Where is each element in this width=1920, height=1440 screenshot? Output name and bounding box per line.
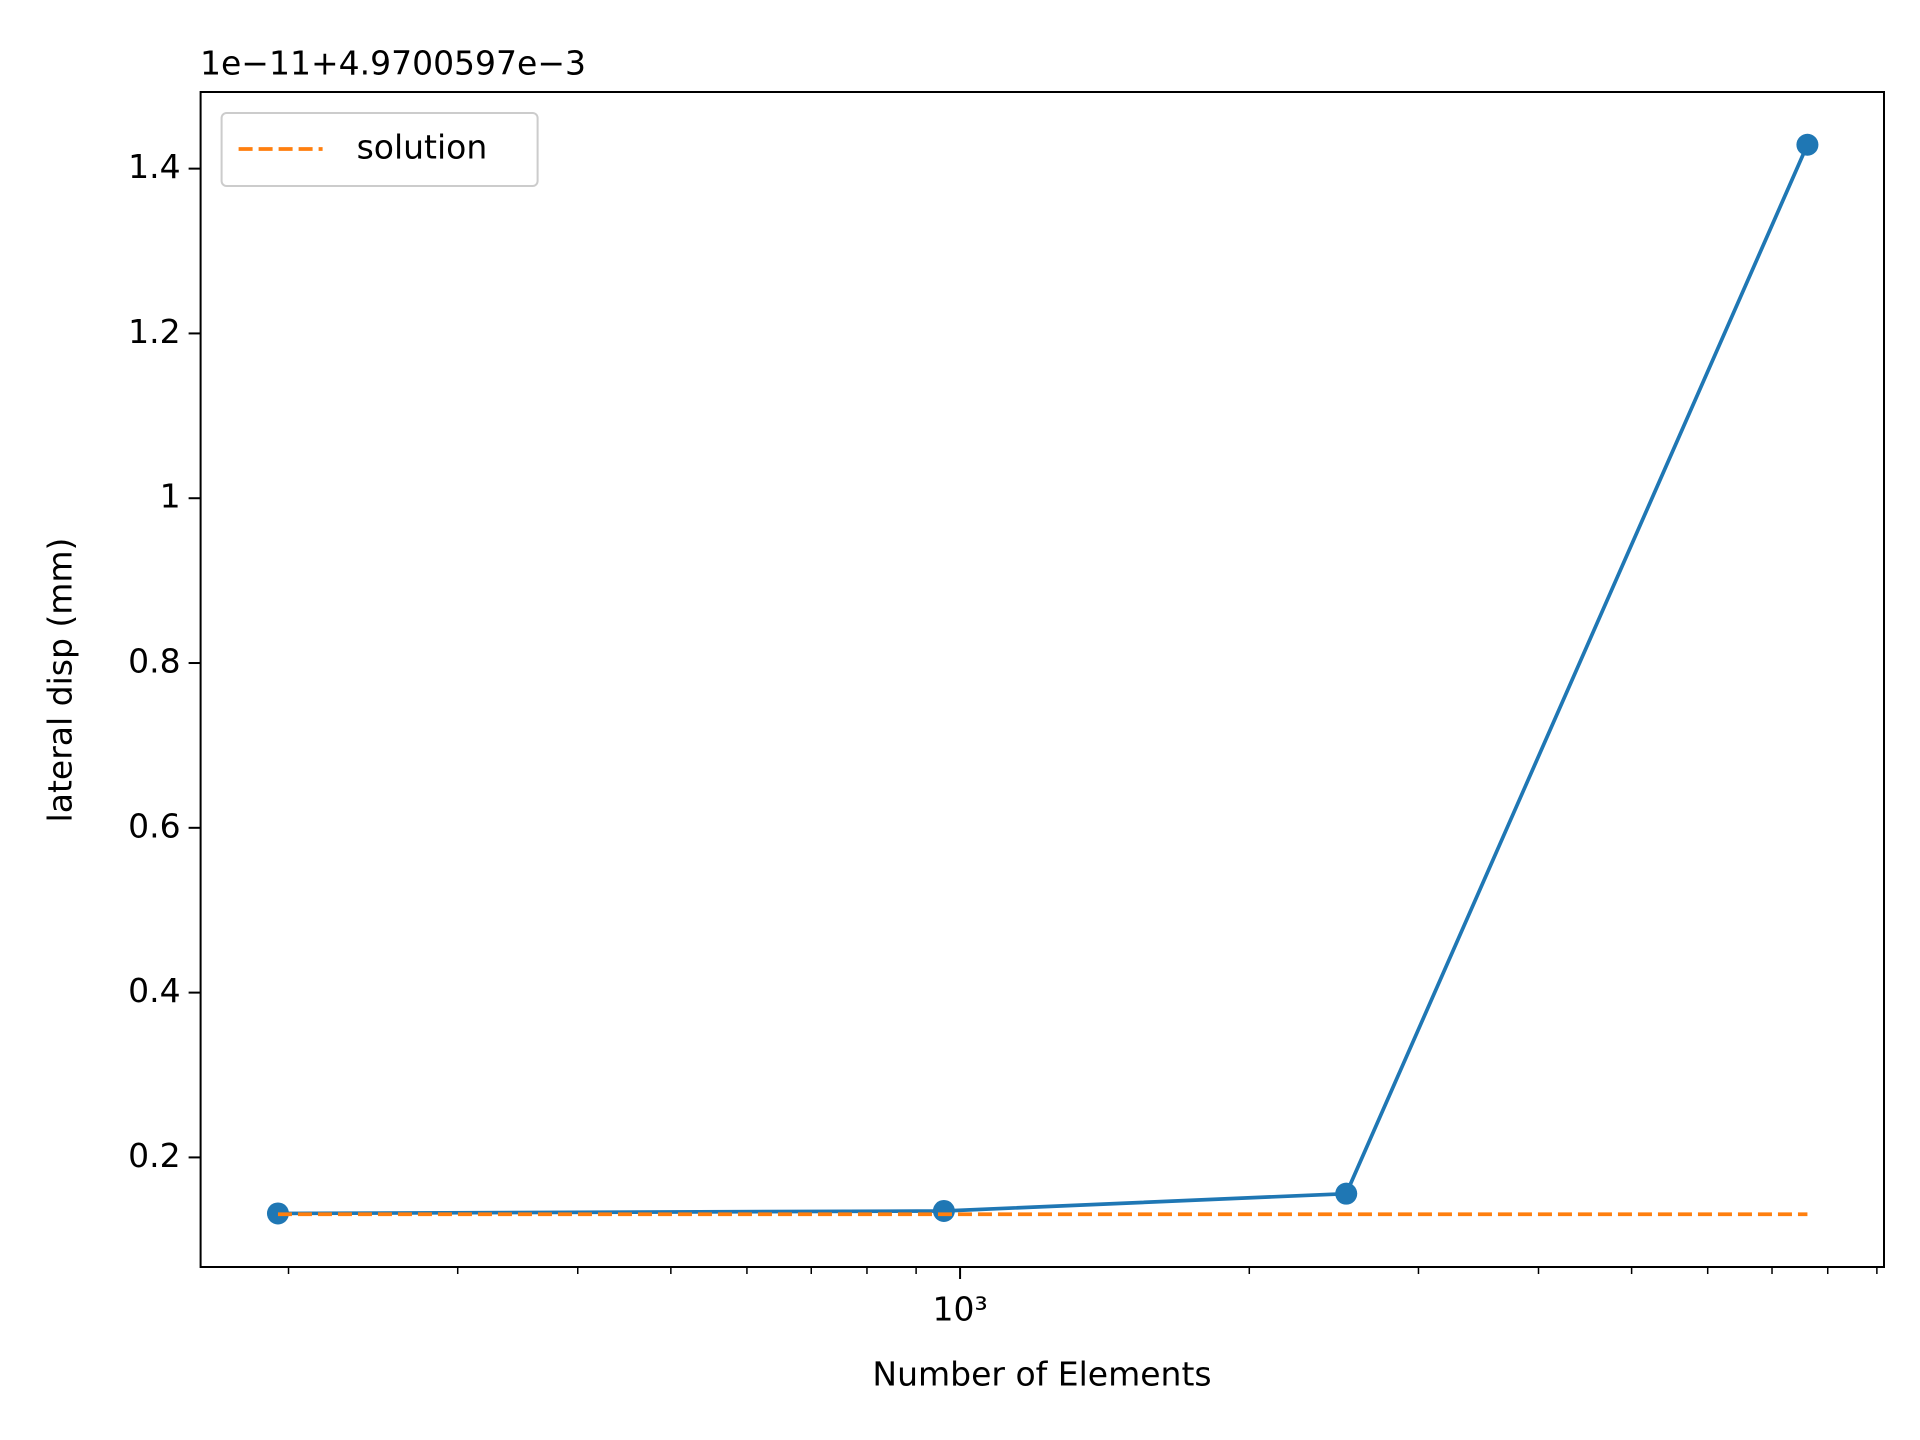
y-tick-label: 0.2 [128,1136,180,1175]
y-tick-label: 1.2 [128,312,180,351]
y-tick-label: 0.6 [128,806,180,845]
y-tick-label: 0.8 [128,642,180,681]
x-tick-label: 10³ [932,1290,987,1329]
legend-label: solution [357,128,488,167]
data-point [1335,1182,1358,1205]
y-tick-label: 0.4 [128,971,180,1010]
data-point [1796,133,1819,156]
offset-text: 1e−11+4.9700597e−3 [200,44,586,83]
y-axis-label: lateral disp (mm) [41,538,80,823]
y-tick-label: 1.4 [128,147,180,186]
legend-box [220,112,539,187]
x-axis-label: Number of Elements [872,1355,1211,1394]
y-tick-label: 1 [160,477,181,516]
data-point [932,1199,955,1222]
series-line [277,143,1810,1216]
axes-frame [199,91,1886,1268]
